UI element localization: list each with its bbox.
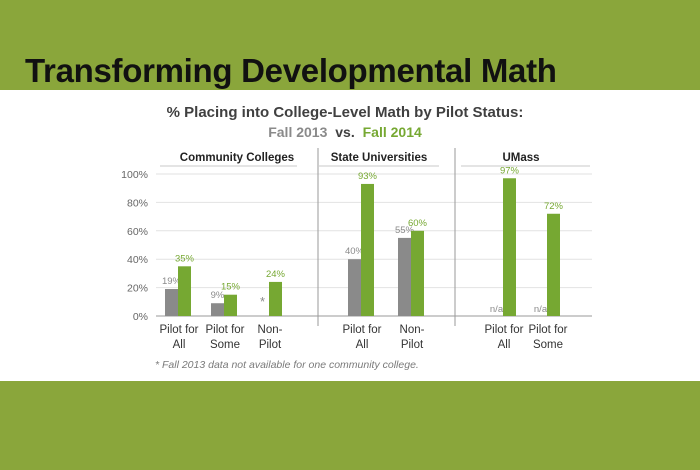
bar-fall-2014 [503,178,516,316]
subtitle-vs: vs. [335,124,354,140]
bar-fall-2014 [269,281,282,316]
bar-fall-2014 [361,183,374,316]
bar-fall-2013 [398,237,411,316]
x-tick-label: Some [533,339,563,351]
x-tick-label: Pilot for [485,324,524,336]
x-tick-label: Non- [400,324,425,336]
x-tick-label: Pilot [259,339,282,351]
group-title: State Universities [331,152,428,164]
data-label-fall-2013: * [260,294,265,309]
subtitle-fall-2013: Fall 2013 [268,124,327,140]
bar-fall-2013 [165,289,178,316]
data-label-fall-2013: 19% [162,276,182,287]
chart-panel [0,90,700,381]
bar-fall-2013 [348,259,361,316]
footnote: * Fall 2013 data not available for one c… [155,359,419,371]
x-tick-label: Pilot for [343,324,382,336]
data-label-fall-2013: n/a [490,304,504,315]
group-title: Community Colleges [180,152,294,164]
data-label-fall-2013: 40% [345,246,365,257]
bar-fall-2014 [547,213,560,316]
bottom-green-band [0,381,700,470]
data-label-fall-2014: 93% [358,171,378,182]
data-label-fall-2013: 55% [395,225,415,236]
data-label-fall-2014: 72% [544,201,564,212]
data-label-fall-2014: 24% [266,269,286,280]
data-label-fall-2014: 97% [500,165,520,176]
data-label-fall-2014: 35% [175,253,195,264]
y-tick-label: 20% [127,283,148,295]
y-tick-label: 80% [127,197,148,209]
y-tick-label: 40% [127,254,148,266]
data-label-fall-2013: 9% [211,290,225,301]
bar-fall-2013 [211,303,224,316]
subtitle-fall-2014: Fall 2014 [363,124,422,140]
x-tick-label: Pilot for [529,324,568,336]
y-tick-label: 60% [127,226,148,238]
group-title: UMass [502,152,539,164]
chart-subtitle: Fall 2013 vs. Fall 2014 [268,124,422,140]
chart-title: % Placing into College-Level Math by Pil… [167,104,524,121]
x-tick-label: Pilot [401,339,424,351]
data-label-fall-2014: 15% [221,282,241,293]
x-tick-label: Pilot for [206,324,245,336]
data-label-fall-2014: 60% [408,218,428,229]
x-tick-label: All [173,339,186,351]
x-tick-label: Non- [258,324,283,336]
bar-fall-2014 [224,294,237,316]
plot-area: 0% 20% 40% 60% 80% 100% Community Colleges 19% 3… [121,148,592,351]
x-tick-label: Some [210,339,240,351]
x-tick-label: All [356,339,369,351]
x-tick-label: Pilot for [160,324,199,336]
bar-fall-2014 [178,266,191,316]
y-tick-label: 100% [121,169,148,181]
bar-fall-2014 [411,230,424,316]
y-tick-label: 0% [133,311,148,323]
banner-title: Transforming Developmental Math [25,52,557,89]
x-tick-label: All [498,339,511,351]
data-label-fall-2013: n/a [534,304,548,315]
top-green-band [0,0,700,90]
